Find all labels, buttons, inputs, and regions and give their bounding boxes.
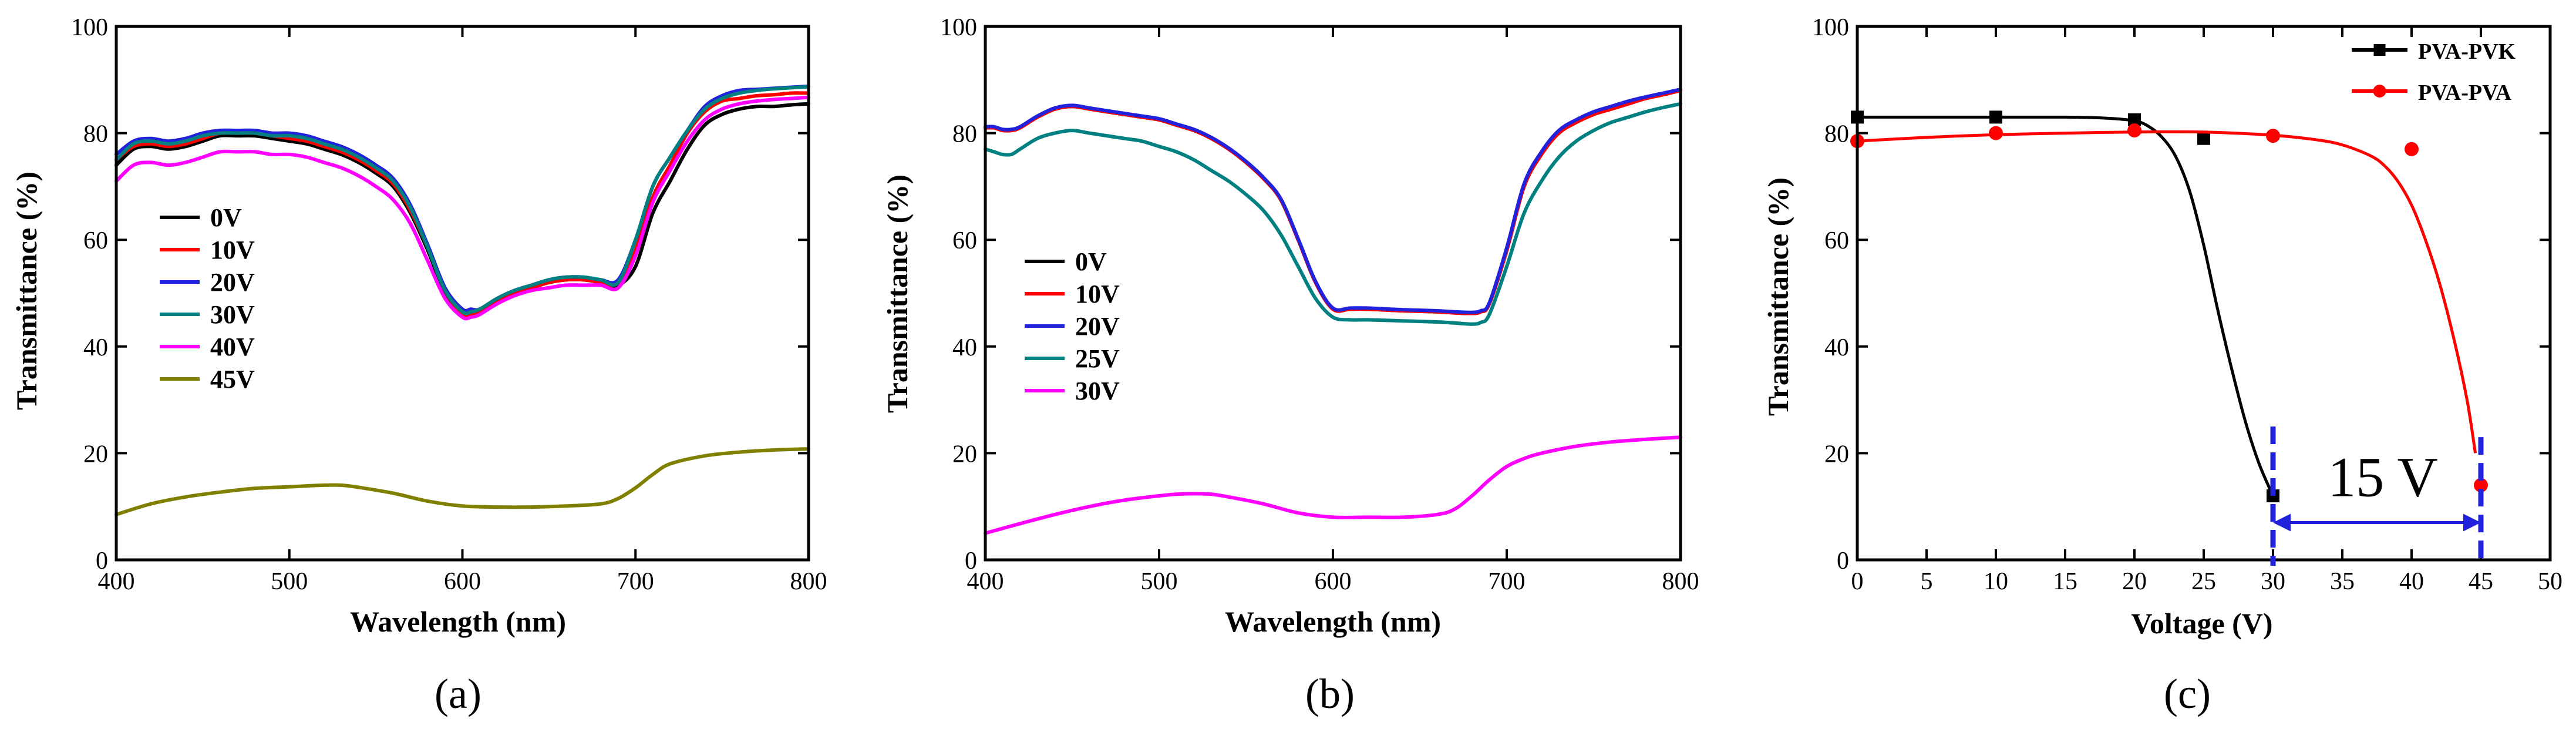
plot-frame bbox=[1856, 25, 2552, 562]
x-tick-label: 5 bbox=[1921, 568, 1933, 595]
legend-marker-pva-pvk bbox=[2373, 44, 2386, 56]
panel-c-xlabel: Voltage (V) bbox=[2131, 607, 2272, 640]
series-line-25v bbox=[984, 102, 1682, 326]
y-tick-label: 20 bbox=[1824, 441, 1849, 468]
x-tick-label: 0 bbox=[1851, 568, 1864, 595]
legend-label-30v: 30V bbox=[210, 300, 255, 329]
series-line-45v bbox=[115, 447, 810, 516]
y-tick-label: 60 bbox=[952, 227, 977, 254]
y-tick-label: 80 bbox=[83, 121, 108, 148]
legend-label-0v: 0V bbox=[210, 203, 242, 232]
y-tick-label: 0 bbox=[96, 548, 108, 575]
legend-label-30v: 30V bbox=[1075, 377, 1120, 405]
x-tick-label: 700 bbox=[617, 568, 654, 595]
y-tick-label: 0 bbox=[965, 548, 977, 575]
data-point-pva-pvk bbox=[2128, 113, 2141, 126]
data-point-pva-pvk bbox=[1989, 110, 2002, 124]
x-tick-label: 10 bbox=[1984, 568, 2008, 595]
series-line-30v bbox=[984, 435, 1682, 535]
y-tick-label: 40 bbox=[952, 334, 977, 361]
data-point-pva-pva bbox=[2474, 478, 2488, 492]
series-line-20v bbox=[984, 88, 1682, 314]
y-tick-label: 40 bbox=[83, 334, 108, 361]
x-tick-label: 800 bbox=[790, 568, 827, 595]
y-tick-label: 20 bbox=[83, 441, 108, 468]
y-tick-label: 20 bbox=[952, 441, 977, 468]
data-point-pva-pva bbox=[1989, 126, 2003, 140]
panel-a-ylabel: Transmittance (%) bbox=[10, 172, 43, 410]
y-tick-label: 100 bbox=[71, 14, 108, 41]
panel-b: 400 500 600 700 800 0 20 40 60 80 100 Wavelength (… bbox=[881, 14, 1699, 717]
data-point-pva-pva bbox=[2266, 129, 2280, 143]
x-tick-label: 35 bbox=[2330, 568, 2355, 595]
legend-label-20v: 20V bbox=[210, 268, 255, 297]
fit-line-pva-pva bbox=[1857, 130, 2477, 454]
y-tick-label: 40 bbox=[1824, 334, 1849, 361]
data-point-pva-pvk bbox=[2197, 132, 2210, 145]
x-tick-label: 25 bbox=[2191, 568, 2216, 595]
panel-b-label: (b) bbox=[1305, 670, 1355, 717]
data-point-pva-pvk bbox=[2267, 489, 2279, 503]
y-tick-label: 60 bbox=[83, 227, 108, 254]
x-tick-label: 50 bbox=[2538, 568, 2562, 595]
panel-c: 0 5 10 15 20 25 30 35 40 45 50 0 20 40 60 80 100 Voltage… bbox=[1762, 14, 2562, 717]
data-point-pva-pva bbox=[2405, 142, 2419, 156]
arrow-head-right bbox=[2463, 513, 2481, 532]
y-tick-label: 0 bbox=[1837, 548, 1849, 575]
x-tick-label: 500 bbox=[1141, 568, 1178, 595]
x-tick-label: 600 bbox=[1315, 568, 1352, 595]
legend-label-pva-pvk: PVA-PVK bbox=[2418, 39, 2516, 64]
y-tick-label: 80 bbox=[952, 121, 977, 148]
annotation-label: 15 V bbox=[2328, 445, 2438, 508]
panel-b-ylabel: Transmittance (%) bbox=[881, 174, 914, 413]
legend-marker-pva-pva bbox=[2373, 85, 2386, 98]
series-line-40v bbox=[115, 95, 810, 321]
y-tick-label: 60 bbox=[1824, 227, 1849, 254]
panel-a: 400 500 600 700 800 0 20 40 60 80 100 Wavelength (… bbox=[10, 14, 827, 717]
legend-label-pva-pva: PVA-PVA bbox=[2418, 80, 2512, 105]
legend-label-45v: 45V bbox=[210, 365, 255, 394]
y-tick-label: 100 bbox=[1812, 14, 1849, 41]
series-line-30v bbox=[115, 85, 810, 315]
x-tick-label: 20 bbox=[2122, 568, 2147, 595]
legend-label-10v: 10V bbox=[1075, 280, 1120, 308]
x-tick-label: 500 bbox=[271, 568, 308, 595]
x-tick-label: 40 bbox=[2399, 568, 2424, 595]
x-tick-label: 45 bbox=[2469, 568, 2493, 595]
panel-a-xlabel: Wavelength (nm) bbox=[350, 605, 566, 638]
x-tick-label: 15 bbox=[2053, 568, 2077, 595]
x-tick-label: 600 bbox=[444, 568, 481, 595]
legend-label-25v: 25V bbox=[1075, 344, 1120, 373]
panel-c-ylabel: Transmittance (%) bbox=[1762, 177, 1794, 416]
x-tick-label: 700 bbox=[1489, 568, 1526, 595]
x-tick-label: 800 bbox=[1662, 568, 1699, 595]
x-tick-label: 30 bbox=[2261, 568, 2285, 595]
legend-label-0v: 0V bbox=[1075, 247, 1107, 276]
fit-line-pva-pvk bbox=[1857, 115, 2275, 496]
panel-a-label: (a) bbox=[435, 670, 481, 717]
data-point-pva-pva bbox=[2127, 123, 2141, 138]
panel-c-label: (c) bbox=[2164, 670, 2211, 717]
legend-label-40v: 40V bbox=[210, 333, 255, 361]
x-tick-label: 400 bbox=[967, 568, 1004, 595]
panel-b-xlabel: Wavelength (nm) bbox=[1225, 605, 1441, 638]
legend-label-20v: 20V bbox=[1075, 312, 1120, 341]
arrow-head-left bbox=[2273, 513, 2291, 532]
y-tick-label: 100 bbox=[940, 14, 977, 41]
x-tick-label: 400 bbox=[98, 568, 135, 595]
y-tick-label: 80 bbox=[1824, 121, 1849, 148]
legend-label-10v: 10V bbox=[210, 236, 255, 264]
